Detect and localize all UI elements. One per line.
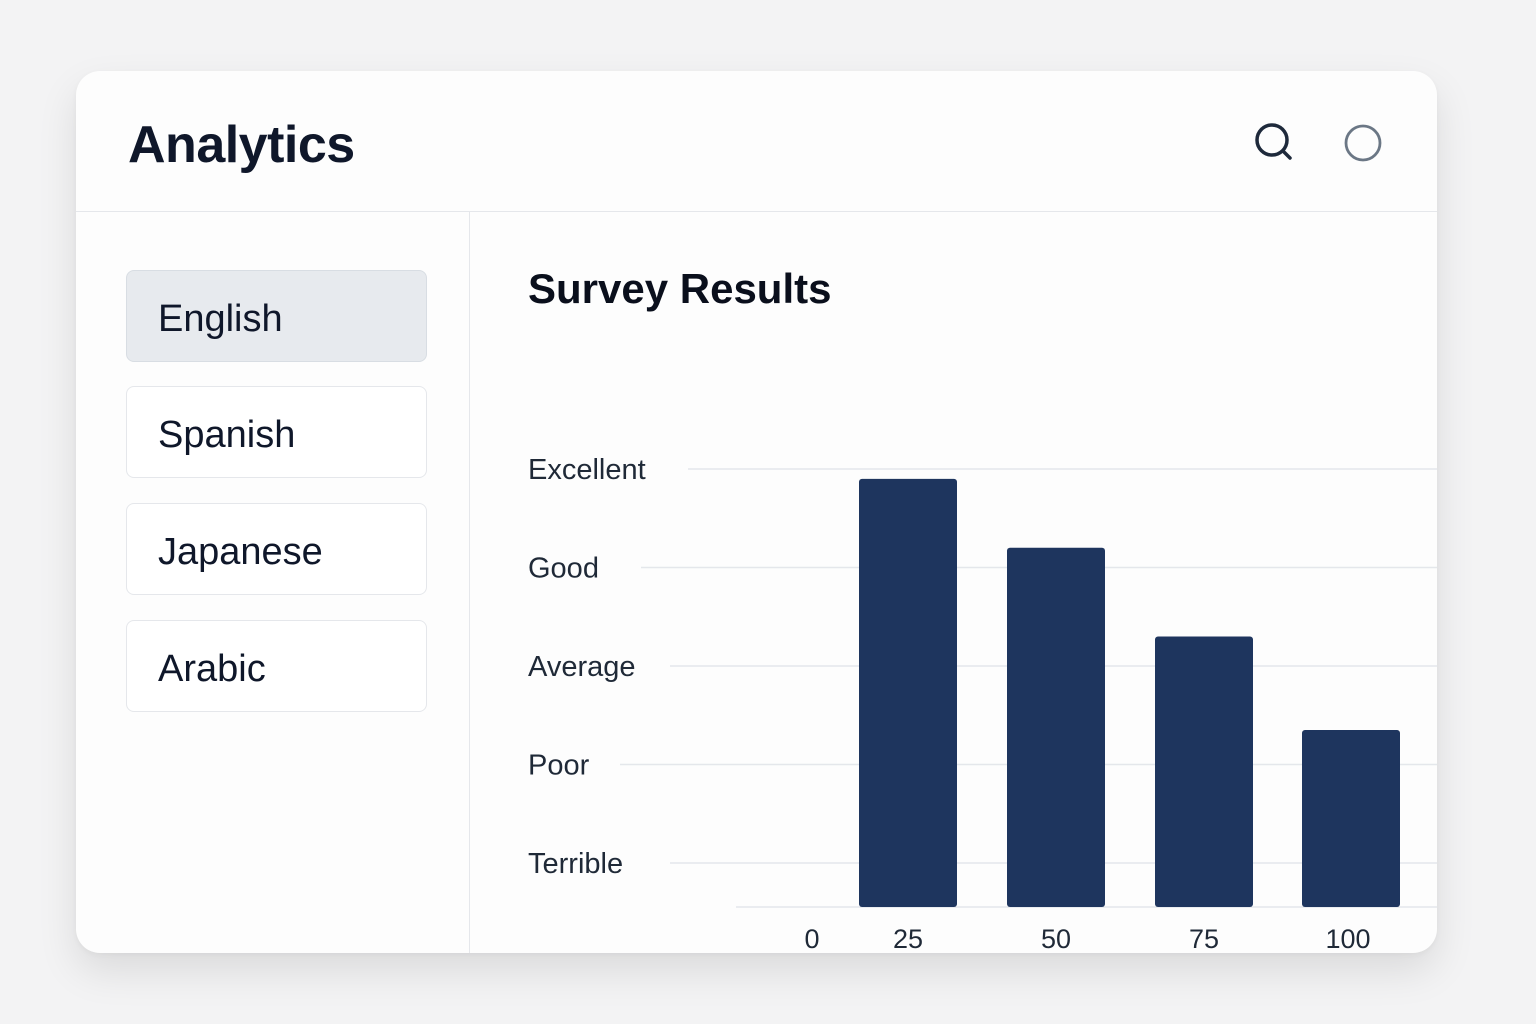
bar-75 bbox=[1155, 636, 1253, 907]
x-tick-label: 100 bbox=[1325, 924, 1370, 953]
language-sidebar: English Spanish Japanese Arabic bbox=[76, 212, 470, 953]
sidebar-item-arabic[interactable]: Arabic bbox=[126, 620, 427, 712]
sidebar-item-japanese[interactable]: Japanese bbox=[126, 503, 427, 595]
circle-icon bbox=[1344, 124, 1382, 162]
y-axis-label: Good bbox=[528, 553, 599, 585]
y-axis-label: Average bbox=[528, 651, 636, 683]
survey-bar-chart: Terrible Poor Average Good Excellent 0 25 50 75 1… bbox=[528, 454, 1437, 953]
y-axis-label: Excellent bbox=[528, 454, 646, 486]
x-tick-label: 25 bbox=[893, 924, 923, 953]
sidebar-item-label: Arabic bbox=[158, 648, 266, 690]
page-title: Analytics bbox=[128, 116, 355, 174]
y-axis-label: Terrible bbox=[528, 848, 623, 880]
search-button[interactable] bbox=[1251, 119, 1299, 167]
bar-25 bbox=[859, 478, 957, 907]
x-tick-label: 0 bbox=[804, 924, 819, 953]
analytics-window: Analytics English Spanish Japanese Arabi… bbox=[76, 71, 1437, 953]
header: Analytics bbox=[76, 71, 1437, 212]
y-axis-label: Poor bbox=[528, 750, 590, 782]
search-icon bbox=[1255, 123, 1292, 160]
x-tick-label: 50 bbox=[1041, 924, 1071, 953]
status-button[interactable] bbox=[1339, 119, 1387, 167]
sidebar-item-label: Japanese bbox=[158, 531, 323, 573]
chart-panel: Survey Results Terrible Poor Average Good Ex… bbox=[471, 212, 1437, 953]
sidebar-item-english[interactable]: English bbox=[126, 270, 427, 362]
sidebar-item-label: Spanish bbox=[158, 414, 296, 456]
x-tick-label: 75 bbox=[1189, 924, 1219, 953]
chart-title: Survey Results bbox=[528, 265, 832, 312]
bar-50 bbox=[1007, 547, 1105, 907]
sidebar-item-spanish[interactable]: Spanish bbox=[126, 386, 427, 478]
bar-100 bbox=[1302, 730, 1400, 907]
sidebar-item-label: English bbox=[158, 298, 283, 340]
